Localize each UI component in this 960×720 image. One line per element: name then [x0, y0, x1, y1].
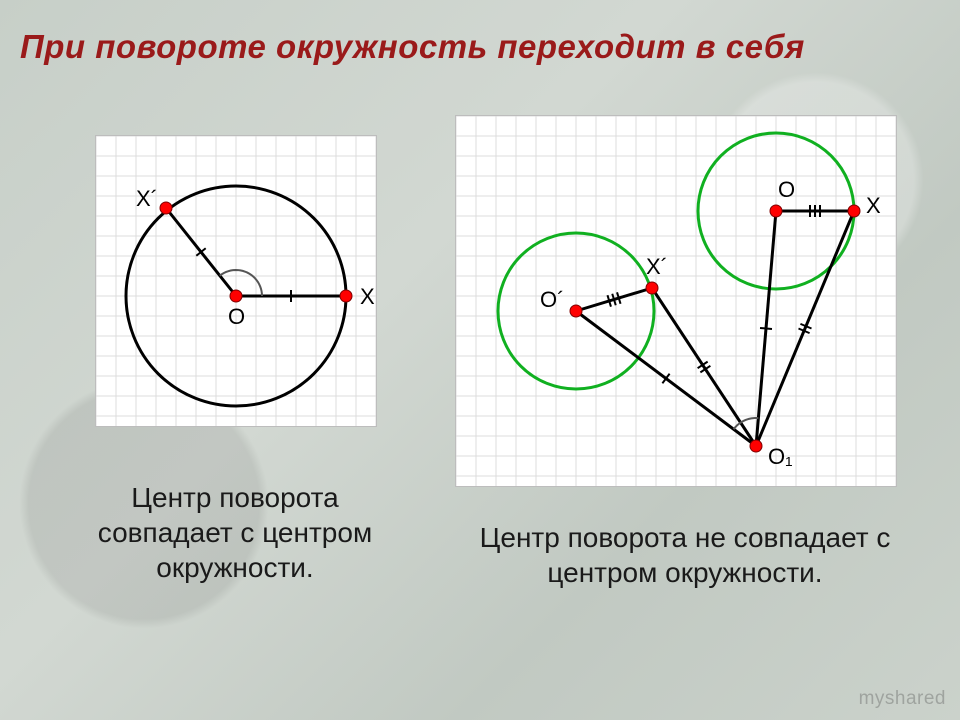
- diagram-right-panel: O´ X´ O X O₁: [455, 115, 897, 487]
- diagram-right-svg: O´ X´ O X O₁: [456, 116, 896, 486]
- caption-left: Центр поворота совпадает с центром окруж…: [60, 480, 410, 585]
- caption-right: Центр поворота не совпадает с центром ок…: [470, 520, 900, 590]
- svg-text:O: O: [778, 177, 795, 202]
- svg-text:X: X: [360, 284, 375, 309]
- diagram-left-svg: O X X´: [96, 136, 376, 426]
- watermark-text: myshared: [859, 688, 946, 710]
- svg-text:O₁: O₁: [768, 444, 793, 469]
- svg-text:O´: O´: [540, 287, 564, 312]
- page-title: При повороте окружность переходит в себя: [20, 28, 940, 66]
- svg-text:X: X: [866, 193, 881, 218]
- svg-text:X´: X´: [646, 254, 668, 279]
- svg-text:X´: X´: [136, 186, 158, 211]
- diagram-left-panel: O X X´: [95, 135, 377, 427]
- svg-text:O: O: [228, 304, 245, 329]
